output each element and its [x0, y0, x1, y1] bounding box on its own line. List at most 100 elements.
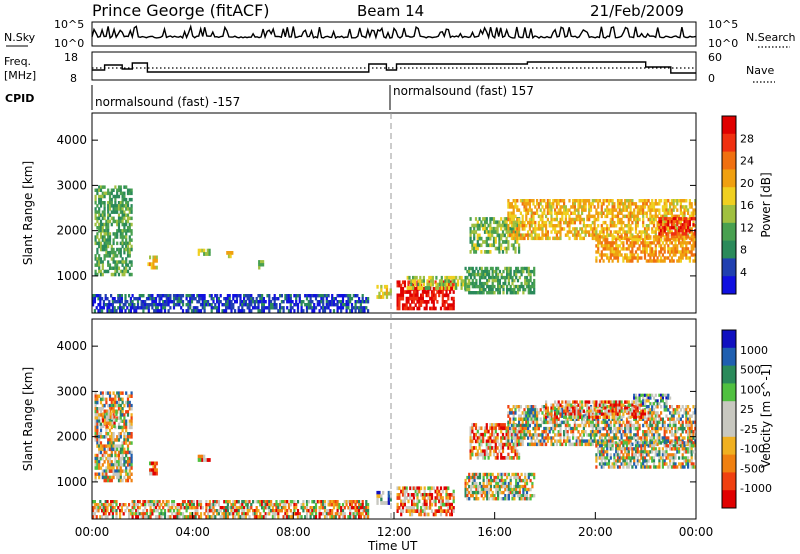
heatmap-cell	[192, 500, 195, 504]
heatmap-cell	[483, 250, 487, 254]
heatmap-cell	[618, 250, 621, 254]
heatmap-cell	[121, 216, 124, 221]
heatmap-cell	[636, 241, 639, 245]
heatmap-cell	[498, 243, 501, 248]
heatmap-cell	[302, 300, 305, 304]
heatmap-cell	[525, 214, 528, 219]
heatmap-cell	[656, 202, 659, 206]
heatmap-cell	[484, 269, 487, 274]
heatmap-cell	[512, 430, 515, 434]
heatmap-cell	[225, 506, 228, 510]
heatmap-cell	[104, 506, 107, 510]
heatmap-cell	[665, 241, 668, 245]
heatmap-cell	[412, 509, 415, 513]
heatmap-cell	[531, 284, 534, 289]
heatmap-cell	[575, 236, 578, 241]
heatmap-cell	[300, 506, 303, 510]
heatmap-cell	[600, 241, 603, 245]
heatmap-cell	[322, 297, 325, 301]
y-tick-label: 1000	[56, 269, 87, 283]
heatmap-cell	[198, 300, 201, 304]
heatmap-cell	[171, 300, 174, 304]
heatmap-cell	[99, 213, 103, 217]
heatmap-cell	[117, 422, 121, 427]
heatmap-cell	[471, 484, 474, 489]
heatmap-cell	[636, 208, 639, 212]
heatmap-cell	[107, 463, 110, 467]
heatmap-cell	[676, 217, 679, 222]
heatmap-cell	[672, 250, 675, 254]
heatmap-cell	[252, 500, 255, 504]
heatmap-cell	[92, 500, 95, 504]
heatmap-cell	[116, 391, 119, 395]
heatmap-cell	[105, 191, 108, 196]
heatmap-cell	[584, 202, 587, 206]
heatmap-cell	[615, 253, 618, 257]
heatmap-cell	[376, 497, 379, 502]
heatmap-cell	[593, 227, 596, 231]
heatmap-cell	[513, 288, 516, 292]
heatmap-cell	[128, 469, 131, 473]
heatmap-cell	[126, 394, 130, 398]
heatmap-cell	[434, 489, 437, 494]
heatmap-cell	[516, 199, 519, 203]
heatmap-cell	[651, 214, 654, 219]
heatmap-cell	[126, 403, 130, 408]
heatmap-cell	[498, 478, 501, 483]
heatmap-cell	[329, 303, 332, 307]
heatmap-cell	[536, 408, 539, 412]
heatmap-cell	[427, 506, 430, 510]
heatmap-cell	[243, 512, 246, 516]
heatmap-cell	[125, 257, 128, 261]
heatmap-cell	[327, 306, 330, 310]
heatmap-cell	[275, 297, 278, 301]
heatmap-cell	[652, 259, 656, 263]
heatmap-cell	[273, 306, 276, 310]
heatmap-cell	[532, 214, 535, 219]
heatmap-cell	[117, 226, 121, 230]
heatmap-cell	[476, 223, 479, 228]
heatmap-cell	[466, 494, 469, 498]
heatmap-cell	[415, 275, 418, 280]
heatmap-cell	[507, 205, 510, 209]
heatmap-cell	[107, 191, 110, 196]
heatmap-cell	[130, 456, 133, 461]
heatmap-cell	[101, 444, 104, 448]
heatmap-cell	[117, 201, 121, 205]
heatmap-cell	[163, 306, 167, 310]
heatmap-cell	[99, 226, 103, 230]
heatmap-cell	[128, 216, 131, 221]
heatmap-cell	[654, 253, 657, 257]
heatmap-cell	[103, 257, 106, 261]
heatmap-cell	[513, 472, 516, 477]
heatmap-cell	[382, 490, 385, 495]
heatmap-cell	[418, 296, 421, 301]
heatmap-cell	[532, 220, 535, 225]
heatmap-cell	[516, 278, 520, 283]
heatmap-cell	[445, 502, 448, 507]
heatmap-cell	[486, 281, 489, 286]
heatmap-cell	[138, 506, 141, 510]
heatmap-cell	[124, 297, 127, 301]
heatmap-cell	[398, 283, 401, 288]
heatmap-cell	[678, 238, 681, 242]
heatmap-cell	[410, 286, 413, 290]
heatmap-cell	[151, 503, 154, 507]
heatmap-cell	[411, 512, 414, 517]
heatmap-cell	[500, 442, 503, 447]
heatmap-cell	[113, 306, 116, 310]
heatmap-cell	[237, 309, 240, 313]
heatmap-cell	[225, 512, 228, 516]
heatmap-cell	[634, 227, 638, 231]
heatmap-cell	[541, 430, 544, 434]
heatmap-cell	[525, 430, 528, 434]
heatmap-cell	[447, 506, 450, 510]
heatmap-cell	[536, 442, 539, 447]
heatmap-cell	[94, 463, 97, 467]
heatmap-cell	[126, 410, 130, 414]
heatmap-cell	[438, 489, 441, 494]
heatmap-cell	[322, 309, 325, 313]
heatmap-cell	[678, 229, 681, 233]
heatmap-cell	[667, 244, 670, 248]
heatmap-cell	[478, 281, 482, 286]
